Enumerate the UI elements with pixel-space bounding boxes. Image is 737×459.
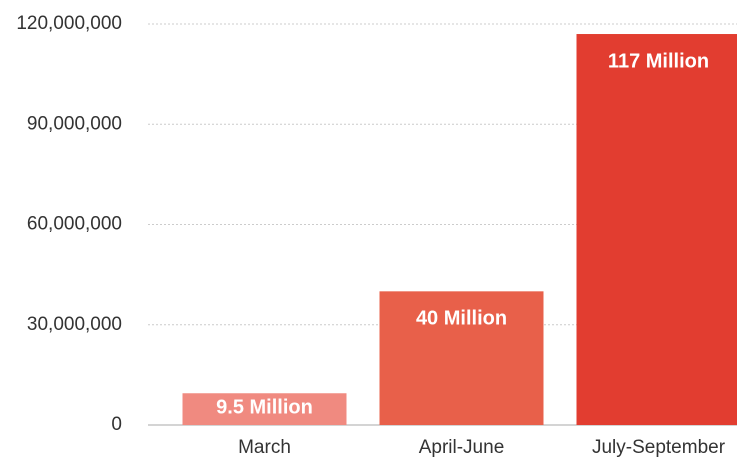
value-label: 40 Million — [416, 308, 507, 330]
bar — [576, 34, 737, 426]
y-tick-label: 120,000,000 — [16, 13, 122, 34]
x-tick-label: March — [238, 437, 291, 458]
x-tick-label: July-September — [592, 437, 726, 458]
value-label: 117 Million — [608, 50, 709, 72]
bar — [379, 291, 544, 425]
value-label: 9.5 Million — [216, 397, 313, 419]
y-tick-label: 90,000,000 — [27, 113, 122, 134]
y-tick-label: 0 — [111, 414, 122, 435]
y-tick-label: 60,000,000 — [27, 214, 122, 235]
x-tick-label: April-June — [419, 437, 505, 458]
bar — [182, 393, 347, 425]
y-tick-label: 30,000,000 — [27, 314, 122, 335]
